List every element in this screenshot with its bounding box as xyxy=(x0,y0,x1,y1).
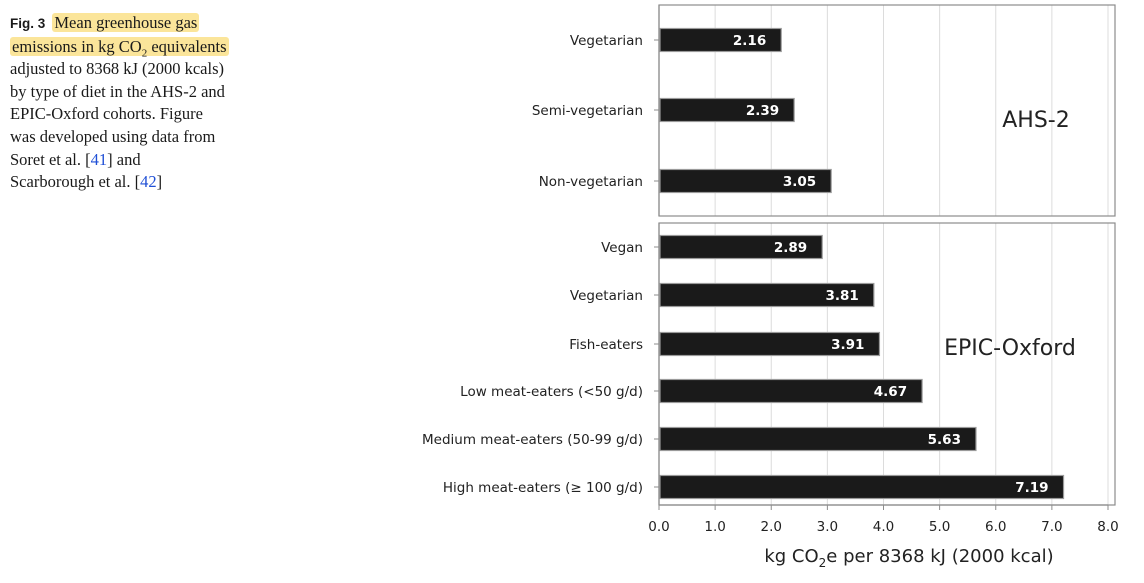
data-label: 7.19 xyxy=(1015,480,1048,496)
panel-title: AHS-2 xyxy=(1002,108,1070,133)
bar xyxy=(659,168,832,194)
panel-title: EPIC-Oxford xyxy=(944,336,1076,361)
caption-line-7: Soret et al. [41] and xyxy=(10,149,141,169)
x-tick-label: 7.0 xyxy=(1041,519,1062,535)
x-tick-label: 4.0 xyxy=(873,519,894,535)
caption-line-5: EPIC-Oxford cohorts. Figure xyxy=(10,104,203,124)
x-tick-label: 0.0 xyxy=(648,519,669,535)
x-tick-label: 8.0 xyxy=(1097,519,1118,535)
category-label: Semi-vegetarian xyxy=(532,103,643,119)
caption-highlight-1: Mean greenhouse gas xyxy=(52,13,200,32)
x-tick-label: 6.0 xyxy=(985,519,1006,535)
bar xyxy=(659,426,977,452)
data-label: 3.91 xyxy=(831,337,864,353)
category-label: Vegan xyxy=(601,240,643,256)
data-label: 5.63 xyxy=(928,432,961,448)
data-label: 3.05 xyxy=(783,174,816,190)
caption-line-4: by type of diet in the AHS-2 and xyxy=(10,81,225,101)
bar xyxy=(659,331,881,357)
caption-line-3: adjusted to 8368 kJ (2000 kcals) xyxy=(10,59,225,79)
data-label: 4.67 xyxy=(874,384,907,400)
reference-link-42[interactable]: 42 xyxy=(140,172,157,192)
data-label: 3.81 xyxy=(826,288,859,304)
bar xyxy=(659,27,782,53)
category-label: Vegetarian xyxy=(570,288,643,304)
category-label: Non-vegetarian xyxy=(539,174,643,190)
x-tick-label: 3.0 xyxy=(817,519,838,535)
data-label: 2.89 xyxy=(774,240,807,256)
figure-caption: Fig. 3 Mean greenhouse gas emissions in … xyxy=(10,12,272,194)
category-label: Low meat-eaters (<50 g/d) xyxy=(460,384,643,400)
bar xyxy=(659,234,823,260)
x-tick-label: 1.0 xyxy=(704,519,725,535)
data-label: 2.16 xyxy=(733,33,766,49)
caption-line-6: was developed using data from xyxy=(10,126,216,146)
bar xyxy=(659,97,795,123)
category-label: Fish-eaters xyxy=(569,337,643,353)
bar xyxy=(659,282,875,308)
bar xyxy=(659,474,1065,500)
x-axis-title: kg CO2e per 8368 kJ (2000 kcal) xyxy=(764,546,1053,570)
bar xyxy=(659,378,923,404)
x-tick-label: 5.0 xyxy=(929,519,950,535)
data-label: 2.39 xyxy=(746,103,779,119)
category-label: High meat-eaters (≥ 100 g/d) xyxy=(443,480,643,496)
x-tick-label: 2.0 xyxy=(761,519,782,535)
panel-frame xyxy=(658,222,1116,506)
category-label: Medium meat-eaters (50-99 g/d) xyxy=(422,432,643,448)
reference-link-41[interactable]: 41 xyxy=(90,149,108,169)
figure-label: Fig. 3 xyxy=(10,16,46,31)
caption-line-8: Scarborough et al. [42] xyxy=(10,172,163,192)
caption-highlight-2: emissions in kg CO2 equivalents xyxy=(10,36,229,59)
category-label: Vegetarian xyxy=(570,33,643,49)
